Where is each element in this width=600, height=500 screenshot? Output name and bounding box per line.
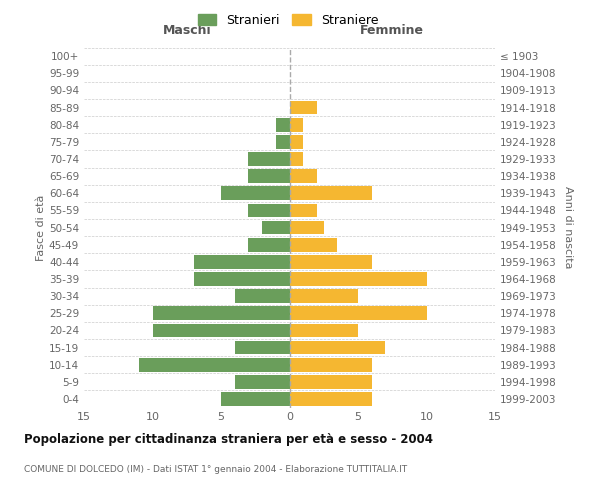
Text: Maschi: Maschi <box>163 24 211 37</box>
Bar <box>290 324 358 337</box>
Bar <box>290 186 372 200</box>
Y-axis label: Fasce di età: Fasce di età <box>36 194 46 260</box>
Bar <box>290 238 337 252</box>
Bar <box>248 204 290 217</box>
Bar <box>290 152 303 166</box>
Bar <box>290 306 427 320</box>
Bar <box>290 100 317 114</box>
Bar <box>221 392 290 406</box>
Bar <box>235 375 290 388</box>
Bar <box>248 238 290 252</box>
Bar <box>248 152 290 166</box>
Bar <box>290 375 372 388</box>
Bar <box>290 340 385 354</box>
Bar <box>276 135 290 148</box>
Text: Femmine: Femmine <box>360 24 424 37</box>
Y-axis label: Anni di nascita: Anni di nascita <box>563 186 573 269</box>
Bar <box>235 340 290 354</box>
Bar <box>290 204 317 217</box>
Bar <box>290 358 372 372</box>
Bar <box>290 289 358 303</box>
Bar <box>248 169 290 183</box>
Bar <box>194 272 290 286</box>
Bar <box>290 118 303 132</box>
Text: COMUNE DI DOLCEDO (IM) - Dati ISTAT 1° gennaio 2004 - Elaborazione TUTTITALIA.IT: COMUNE DI DOLCEDO (IM) - Dati ISTAT 1° g… <box>24 465 407 474</box>
Bar <box>290 169 317 183</box>
Bar <box>152 306 290 320</box>
Bar <box>152 324 290 337</box>
Bar <box>139 358 290 372</box>
Bar <box>290 220 324 234</box>
Bar <box>290 255 372 268</box>
Bar <box>290 392 372 406</box>
Bar <box>276 118 290 132</box>
Bar <box>290 135 303 148</box>
Bar <box>262 220 290 234</box>
Bar <box>221 186 290 200</box>
Legend: Stranieri, Straniere: Stranieri, Straniere <box>193 8 383 32</box>
Bar <box>235 289 290 303</box>
Text: Popolazione per cittadinanza straniera per età e sesso - 2004: Popolazione per cittadinanza straniera p… <box>24 432 433 446</box>
Bar <box>290 272 427 286</box>
Bar <box>194 255 290 268</box>
